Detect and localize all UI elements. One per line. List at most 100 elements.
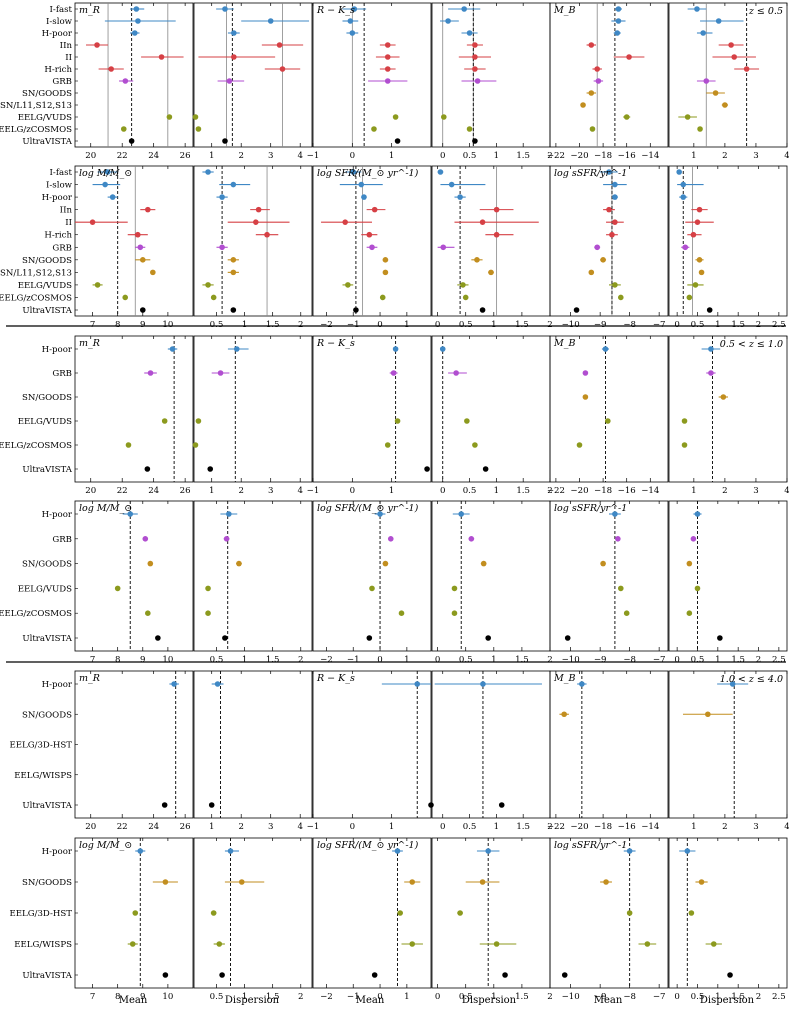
data-point	[623, 610, 630, 616]
x-tick-label: −1	[307, 486, 320, 496]
x-label-dispersion-3: Dispersion	[700, 995, 755, 1006]
data-point	[686, 560, 693, 567]
data-point	[371, 206, 378, 213]
row-label: H-rich	[44, 65, 72, 75]
data-point	[626, 54, 632, 60]
x-tick-label: 1	[242, 992, 247, 1002]
data-point	[132, 910, 139, 916]
panel-frame	[431, 500, 551, 652]
x-tick-label: −1	[347, 655, 360, 665]
data-point	[696, 257, 703, 263]
data-point	[603, 879, 609, 885]
data-point	[502, 972, 508, 978]
x-tick-label: −20	[570, 822, 588, 832]
panel-logM-mean: 7 8 9 10 log M/M_⊙	[74, 837, 194, 1002]
panel-frame	[193, 500, 313, 652]
panel-title: log M/M_⊙	[79, 840, 132, 851]
data-point	[626, 910, 633, 916]
data-point	[690, 536, 697, 542]
x-tick-label: 10	[162, 992, 173, 1002]
data-point	[409, 879, 416, 885]
x-tick-label: 0	[435, 992, 440, 1002]
panel-title: R − K_s	[316, 338, 355, 349]
data-point	[428, 802, 434, 808]
data-point	[728, 42, 734, 48]
data-point	[387, 536, 394, 542]
data-point	[125, 442, 132, 448]
x-label-dispersion-2: Dispersion	[462, 995, 517, 1006]
panel-frame	[431, 165, 551, 317]
panel-logSFR-mean: −2 −1 0 1 log SFR/(M_⊙ yr^-1)	[312, 837, 432, 1002]
x-tick-label: 4	[297, 151, 303, 161]
data-point	[192, 114, 199, 120]
data-point	[694, 6, 700, 12]
data-point	[353, 307, 359, 313]
data-point	[612, 511, 618, 517]
panel-logSFR-dispersion: 0 0.5 1 1.5 2	[431, 165, 553, 330]
data-point	[600, 560, 606, 567]
data-point	[488, 269, 494, 276]
x-tick-label: 0	[377, 320, 382, 330]
data-point	[710, 941, 717, 947]
data-point	[226, 78, 233, 84]
row-label: H-poor	[42, 680, 73, 690]
panel-M_B-dispersion: 1 2 3 4 z ≤ 0.5	[668, 2, 789, 161]
x-tick-label: 1	[389, 486, 394, 496]
data-point	[573, 307, 580, 313]
data-point	[694, 585, 701, 592]
data-point	[210, 294, 217, 301]
row-label: II	[65, 53, 72, 63]
x-tick-label: 1	[494, 822, 499, 832]
data-point	[612, 282, 618, 288]
panel-title: log sSFR/yr^-1	[554, 168, 627, 179]
data-point	[162, 879, 169, 885]
x-tick-label: 2	[238, 486, 243, 496]
panel-logsSFR-dispersion: 0 0.5 1 1.5 2 2.5	[668, 165, 788, 330]
data-point	[448, 181, 455, 188]
data-point	[614, 30, 621, 36]
data-point	[192, 442, 199, 448]
x-tick-label: −16	[618, 151, 636, 161]
x-tick-label: 9	[140, 320, 145, 330]
row-label: SN/L11,S12,S13	[0, 101, 72, 111]
data-point	[564, 635, 571, 641]
data-point	[150, 269, 156, 276]
x-tick-label: 22	[117, 822, 128, 832]
data-point	[210, 910, 217, 916]
data-point	[623, 114, 630, 120]
x-tick-label: 26	[180, 151, 191, 161]
data-point	[708, 346, 714, 352]
panel-frame	[312, 500, 432, 652]
row-label: EELG/zCOSMOS	[0, 293, 72, 303]
row-label: SN/GOODS	[22, 710, 72, 720]
x-tick-label: 0.5	[210, 992, 224, 1002]
data-point	[424, 466, 430, 472]
redshift-label: 0.5 < z ≤ 1.0	[720, 339, 783, 350]
x-tick-label: 1	[389, 822, 394, 832]
data-point	[219, 244, 225, 251]
row-label: H-poor	[42, 29, 73, 39]
x-tick-label: 2	[722, 822, 727, 832]
x-tick-label: 7	[90, 655, 95, 665]
x-tick-label: −2	[320, 992, 333, 1002]
panel-frame	[549, 335, 669, 483]
panel-frame	[193, 335, 313, 483]
x-tick-label: 2.5	[772, 655, 786, 665]
x-tick-label: −2	[320, 655, 333, 665]
x-tick-label: 24	[148, 822, 159, 832]
x-tick-label: 4	[297, 822, 303, 832]
panel-title: R − K_s	[316, 5, 355, 16]
panel-logM-dispersion: 0.5 1 1.5 2	[193, 500, 313, 665]
data-point	[468, 536, 475, 542]
x-tick-label: 0	[440, 822, 445, 832]
panel-M_B-dispersion: 1 2 3 4 0.5 < z ≤ 1.0	[668, 335, 789, 496]
data-point	[142, 536, 149, 542]
panel-m_R-dispersion: 1 2 3 4	[192, 2, 313, 161]
panel-title: M_B	[553, 338, 575, 349]
data-point	[394, 138, 401, 144]
data-point	[618, 585, 624, 592]
panel-frame	[431, 2, 551, 148]
data-point	[147, 370, 154, 376]
panel-logsSFR-dispersion: 0 0.5 1 1.5 2 2.5	[668, 500, 788, 665]
